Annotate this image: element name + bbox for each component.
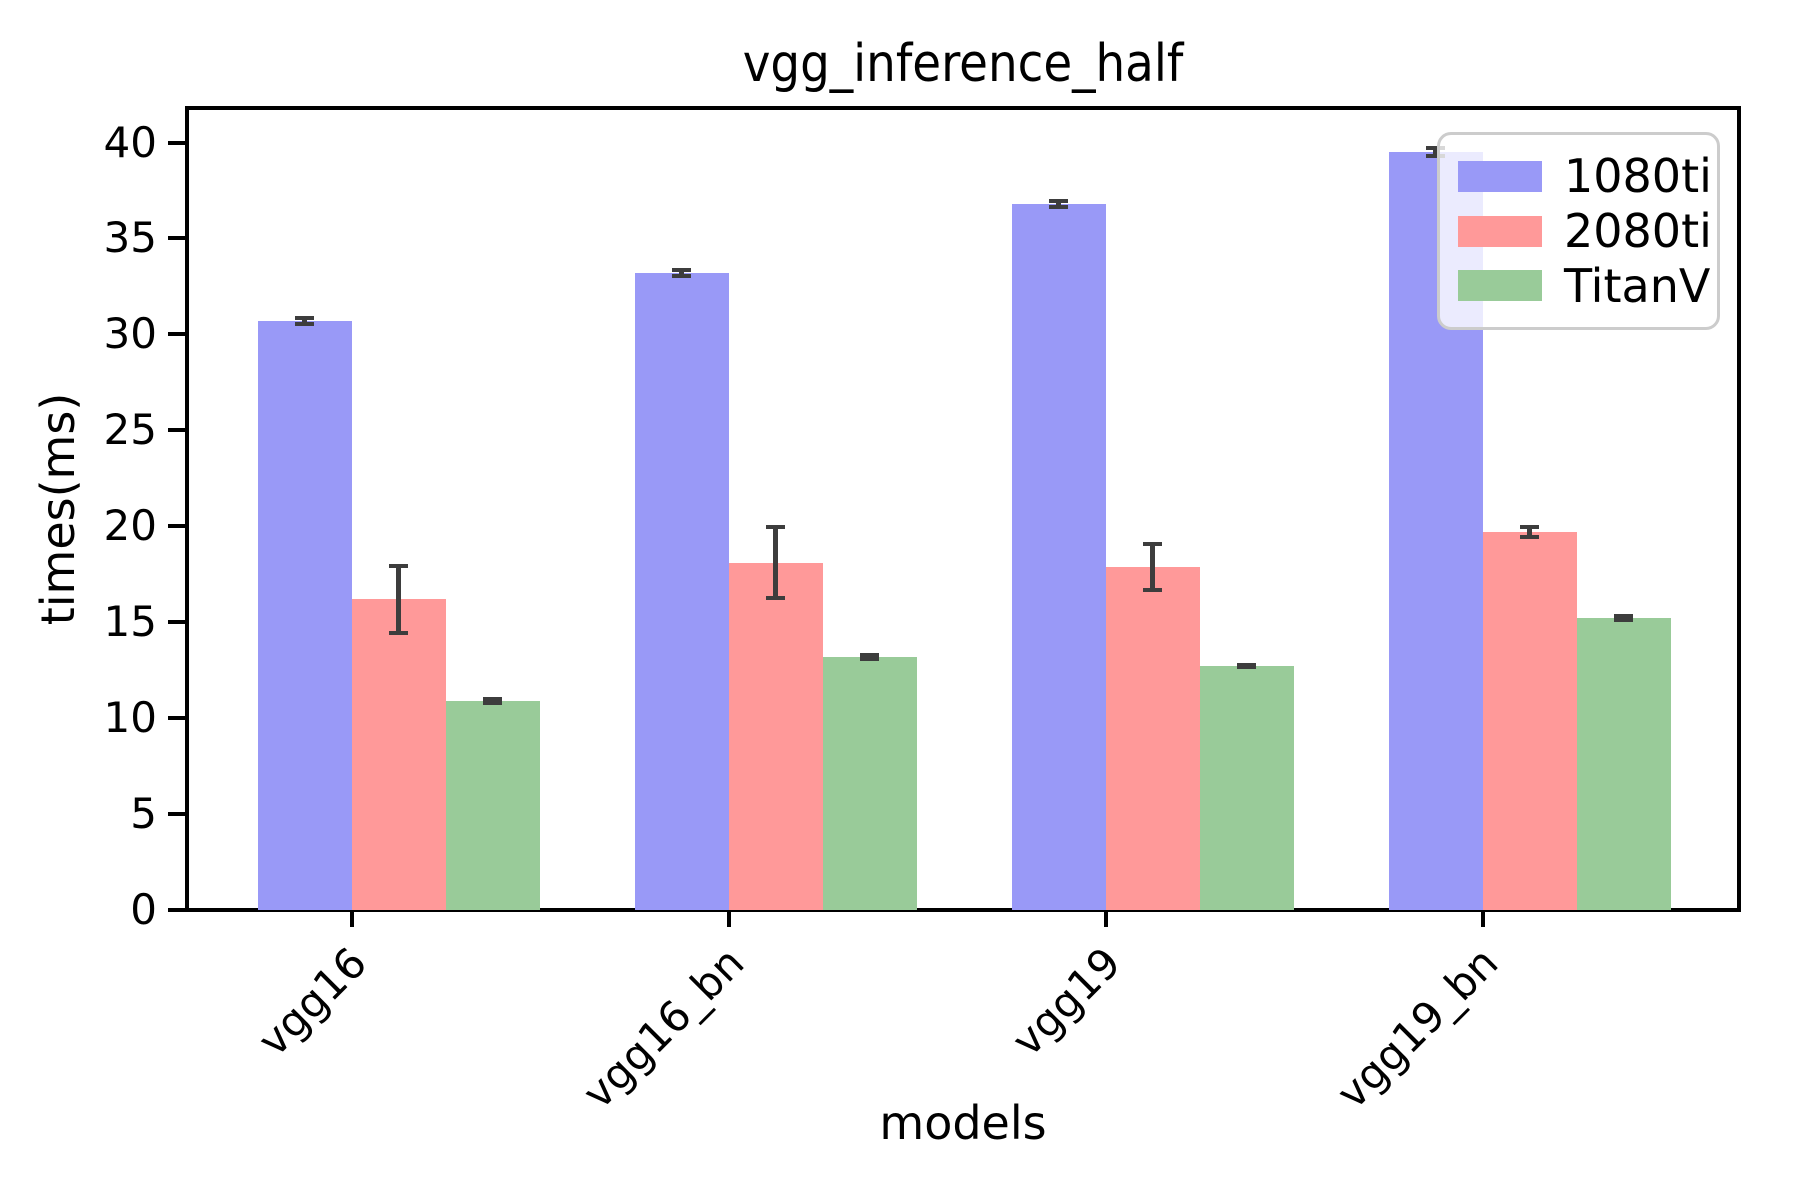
legend-item-TitanV: TitanV [1458, 258, 1710, 313]
bar-1080ti-vgg16_bn [634, 273, 729, 910]
y-tick-25 [168, 428, 185, 433]
error-bar-2080ti-vgg16_bn [773, 527, 778, 599]
error-cap-TitanV-vgg19_bn [1614, 614, 1633, 619]
error-cap-1080ti-vgg19_bn [1426, 146, 1445, 151]
chart-title: vgg_inference_half [742, 34, 1184, 94]
legend-swatch-2080ti [1458, 215, 1542, 247]
error-cap-TitanV-vgg19 [1237, 665, 1256, 670]
bar-2080ti-vgg16 [351, 599, 446, 910]
legend-item-2080ti: 2080ti [1458, 204, 1712, 259]
x-tick-vgg16_bn [726, 910, 731, 927]
bar-1080ti-vgg16 [257, 320, 352, 910]
error-cap-2080ti-vgg16_bn [766, 596, 785, 601]
error-cap-2080ti-vgg19_bn [1520, 525, 1539, 530]
error-cap-2080ti-vgg19 [1143, 587, 1162, 592]
legend-swatch-TitanV [1458, 270, 1542, 302]
error-cap-TitanV-vgg16_bn [860, 656, 879, 661]
bar-TitanV-vgg19_bn [1576, 618, 1671, 910]
legend-label-TitanV: TitanV [1564, 258, 1711, 313]
legend-label-1080ti: 1080ti [1564, 149, 1712, 204]
error-bar-2080ti-vgg16 [396, 565, 401, 633]
x-tick-label-vgg19_bn: vgg19_bn [1326, 937, 1508, 1119]
top-spine [185, 106, 1741, 110]
bar-TitanV-vgg19 [1199, 666, 1294, 910]
x-tick-vgg16 [349, 910, 354, 927]
error-cap-2080ti-vgg19 [1143, 541, 1162, 546]
legend: 1080ti 2080ti TitanV [1437, 132, 1720, 330]
error-cap-1080ti-vgg16_bn [672, 268, 691, 273]
error-bar-2080ti-vgg19_bn [1527, 527, 1532, 537]
error-cap-2080ti-vgg16 [389, 630, 408, 635]
error-bar-1080ti-vgg19_bn [1433, 148, 1438, 156]
y-tick-label-10: 10 [103, 693, 157, 743]
error-cap-TitanV-vgg16 [483, 700, 502, 705]
error-cap-TitanV-vgg16 [483, 696, 502, 701]
error-bar-1080ti-vgg16 [302, 318, 307, 324]
y-tick-label-35: 35 [103, 213, 157, 263]
error-cap-1080ti-vgg19 [1049, 204, 1068, 209]
y-tick-15 [168, 620, 185, 625]
y-tick-0 [168, 908, 185, 912]
y-tick-label-5: 5 [130, 789, 157, 839]
error-cap-TitanV-vgg16_bn [860, 652, 879, 657]
error-cap-2080ti-vgg19_bn [1520, 534, 1539, 539]
legend-item-1080ti: 1080ti [1458, 149, 1712, 204]
y-tick-10 [168, 716, 185, 721]
bar-TitanV-vgg16_bn [822, 656, 917, 910]
y-tick-label-0: 0 [130, 885, 157, 934]
legend-label-2080ti: 2080ti [1564, 204, 1712, 258]
x-tick-label-vgg19: vgg19 [1002, 937, 1131, 1066]
y-tick-label-25: 25 [103, 405, 157, 455]
right-spine [1737, 106, 1741, 912]
bottom-spine [185, 908, 1741, 912]
error-cap-1080ti-vgg16 [295, 321, 314, 326]
y-tick-30 [168, 332, 185, 337]
bar-1080ti-vgg19 [1011, 203, 1106, 910]
error-cap-2080ti-vgg16_bn [766, 525, 785, 530]
bar-2080ti-vgg16_bn [728, 562, 823, 910]
bar-2080ti-vgg19_bn [1482, 532, 1577, 910]
y-tick-35 [168, 236, 185, 241]
error-cap-1080ti-vgg16 [295, 316, 314, 321]
error-bar-1080ti-vgg16_bn [679, 270, 684, 276]
plot-area: 1080ti 2080ti TitanV vgg16 vgg16_bn vgg19 vgg… [104, 106, 1741, 1118]
error-cap-1080ti-vgg16_bn [672, 273, 691, 278]
error-cap-1080ti-vgg19_bn [1426, 153, 1445, 158]
x-axis-label: models [879, 1096, 1047, 1150]
y-tick-20 [168, 524, 185, 529]
error-cap-2080ti-vgg16 [389, 563, 408, 568]
legend-swatch-1080ti [1458, 160, 1542, 192]
y-tick-label-30: 30 [103, 309, 157, 359]
y-tick-label-20: 20 [103, 501, 157, 551]
y-tick-label-15: 15 [103, 597, 157, 647]
y-tick-5 [168, 812, 185, 817]
x-tick-vgg19_bn [1480, 910, 1485, 927]
error-cap-TitanV-vgg19_bn [1614, 618, 1633, 623]
left-spine [185, 106, 189, 912]
bar-2080ti-vgg19 [1105, 566, 1200, 910]
x-tick-vgg19 [1103, 910, 1108, 927]
error-cap-1080ti-vgg19 [1049, 199, 1068, 204]
bar-TitanV-vgg16 [445, 700, 540, 910]
error-bar-2080ti-vgg19 [1150, 543, 1155, 590]
x-tick-label-vgg16: vgg16 [248, 937, 377, 1066]
error-bar-1080ti-vgg19 [1056, 201, 1061, 207]
y-tick-label-40: 40 [103, 117, 157, 167]
y-tick-40 [168, 140, 185, 145]
x-tick-label-vgg16_bn: vgg16_bn [572, 937, 754, 1119]
